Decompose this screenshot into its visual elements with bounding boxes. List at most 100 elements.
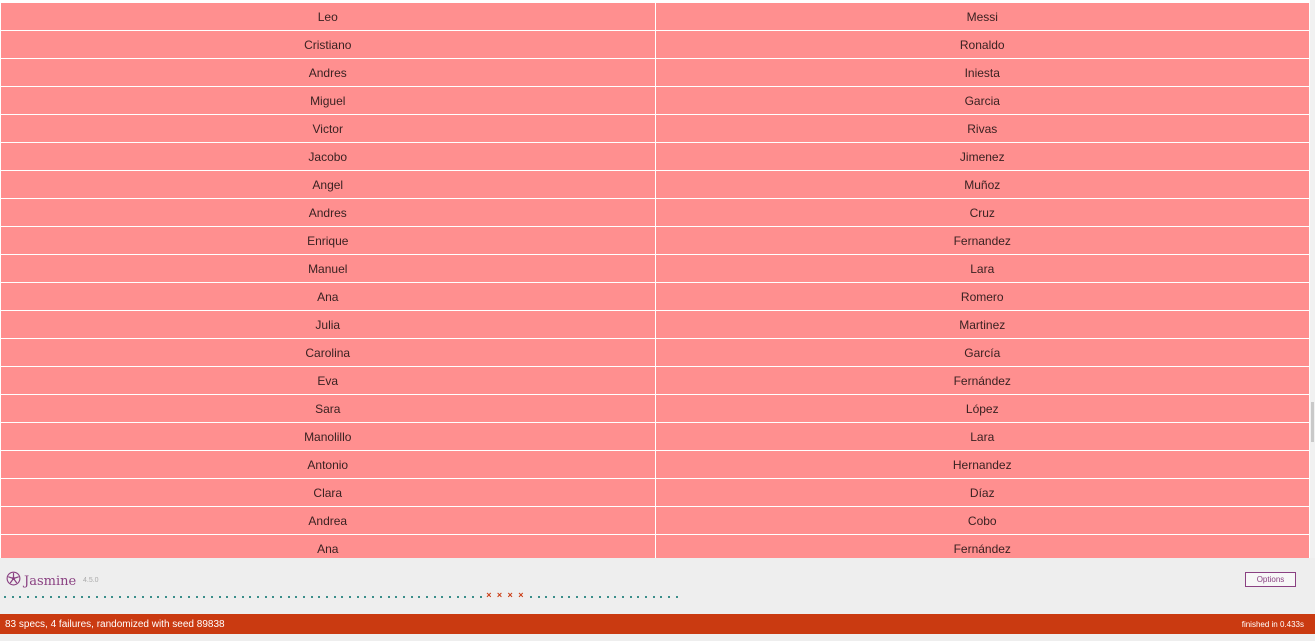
spec-pass-dot[interactable]: [471, 596, 474, 598]
spec-pass-dot[interactable]: [218, 596, 221, 598]
spec-pass-dot[interactable]: [96, 596, 99, 598]
spec-pass-dot[interactable]: [19, 596, 22, 598]
spec-pass-dot[interactable]: [441, 596, 444, 598]
spec-pass-dot[interactable]: [410, 596, 413, 598]
spec-fail-icon[interactable]: ×: [486, 590, 492, 600]
spec-pass-dot[interactable]: [134, 596, 137, 598]
options-button[interactable]: Options: [1245, 572, 1296, 587]
spec-fail-icon[interactable]: ×: [518, 590, 524, 600]
spec-pass-dot[interactable]: [591, 596, 594, 598]
spec-pass-dot[interactable]: [379, 596, 382, 598]
spec-pass-dot[interactable]: [621, 596, 624, 598]
spec-pass-dot[interactable]: [456, 596, 459, 598]
spec-pass-dot[interactable]: [364, 596, 367, 598]
spec-fail-icon[interactable]: ×: [507, 590, 513, 600]
spec-pass-dot[interactable]: [249, 596, 252, 598]
last-name-cell: Martinez: [655, 310, 1309, 339]
spec-pass-dot[interactable]: [479, 596, 482, 598]
spec-pass-dot[interactable]: [652, 596, 655, 598]
spec-pass-dot[interactable]: [241, 596, 244, 598]
spec-pass-dot[interactable]: [395, 596, 398, 598]
spec-pass-dot[interactable]: [180, 596, 183, 598]
scrollbar-thumb[interactable]: [1311, 402, 1314, 442]
spec-pass-dot[interactable]: [119, 596, 122, 598]
spec-pass-dot[interactable]: [111, 596, 114, 598]
spec-pass-dot[interactable]: [341, 596, 344, 598]
spec-pass-dot[interactable]: [667, 596, 670, 598]
spec-pass-dot[interactable]: [402, 596, 405, 598]
last-name-cell: Romero: [655, 282, 1309, 311]
spec-pass-dot[interactable]: [583, 596, 586, 598]
spec-pass-dot[interactable]: [257, 596, 260, 598]
jasmine-title: Jasmine: [24, 573, 77, 589]
spec-pass-dot[interactable]: [73, 596, 76, 598]
spec-pass-dot[interactable]: [280, 596, 283, 598]
spec-pass-dot[interactable]: [226, 596, 229, 598]
spec-pass-dot[interactable]: [545, 596, 548, 598]
spec-pass-dot[interactable]: [80, 596, 83, 598]
spec-pass-dot[interactable]: [448, 596, 451, 598]
vertical-scrollbar[interactable]: [1310, 0, 1315, 558]
spec-pass-dot[interactable]: [157, 596, 160, 598]
spec-pass-dot[interactable]: [126, 596, 129, 598]
spec-pass-dot[interactable]: [27, 596, 29, 598]
results-summary-bar: 83 specs, 4 failures, randomized with se…: [0, 614, 1315, 634]
spec-pass-dot[interactable]: [188, 596, 191, 598]
spec-pass-dot[interactable]: [575, 596, 578, 598]
last-name-cell: García: [655, 338, 1309, 367]
spec-pass-dot[interactable]: [272, 596, 275, 598]
spec-pass-dot[interactable]: [356, 596, 359, 598]
spec-pass-dot[interactable]: [637, 596, 640, 598]
spec-pass-dot[interactable]: [464, 596, 467, 598]
spec-pass-dot[interactable]: [614, 596, 617, 598]
last-name-cell: Jimenez: [655, 142, 1309, 171]
spec-pass-dot[interactable]: [326, 596, 329, 598]
spec-pass-dot[interactable]: [318, 596, 321, 598]
spec-pass-dot[interactable]: [165, 596, 168, 598]
spec-pass-dot[interactable]: [529, 596, 532, 598]
spec-pass-dot[interactable]: [195, 596, 198, 598]
spec-pass-dot[interactable]: [433, 596, 436, 598]
spec-pass-dot[interactable]: [372, 596, 375, 598]
spec-pass-dot[interactable]: [34, 596, 37, 598]
spec-pass-dot[interactable]: [203, 596, 206, 598]
spec-pass-dot[interactable]: [142, 596, 145, 598]
spec-pass-dot[interactable]: [425, 596, 428, 598]
spec-pass-dot[interactable]: [560, 596, 563, 598]
spec-pass-dot[interactable]: [333, 596, 336, 598]
spec-pass-dot[interactable]: [675, 596, 678, 598]
spec-pass-dot[interactable]: [50, 596, 53, 598]
spec-pass-dot[interactable]: [42, 596, 45, 598]
spec-fail-icon[interactable]: ×: [496, 590, 503, 600]
spec-pass-dot[interactable]: [287, 596, 290, 598]
spec-pass-dot[interactable]: [537, 596, 540, 598]
spec-pass-dot[interactable]: [387, 596, 390, 598]
first-name-cell: Andrea: [1, 506, 656, 535]
spec-pass-dot[interactable]: [660, 596, 663, 598]
spec-pass-dot[interactable]: [88, 596, 91, 598]
table-row: Carolina García: [1, 338, 1309, 367]
spec-pass-dot[interactable]: [172, 596, 175, 598]
spec-pass-dot[interactable]: [303, 596, 306, 598]
jasmine-flower-icon: [6, 571, 21, 591]
spec-pass-dot[interactable]: [11, 596, 14, 598]
spec-pass-dot[interactable]: [552, 596, 555, 598]
spec-pass-dot[interactable]: [211, 596, 214, 598]
spec-pass-dot[interactable]: [629, 596, 632, 598]
spec-pass-dot[interactable]: [568, 596, 571, 598]
spec-pass-dot[interactable]: [349, 596, 352, 598]
spec-pass-dot[interactable]: [65, 596, 68, 598]
spec-pass-dot[interactable]: [57, 596, 60, 598]
spec-pass-dot[interactable]: [310, 596, 313, 598]
spec-pass-dot[interactable]: [295, 596, 298, 598]
spec-pass-dot[interactable]: [264, 596, 267, 598]
spec-pass-dot[interactable]: [4, 596, 6, 598]
spec-pass-dot[interactable]: [149, 596, 152, 598]
spec-pass-dot[interactable]: [644, 596, 647, 598]
spec-pass-dot[interactable]: [103, 596, 106, 598]
spec-pass-dot[interactable]: [418, 596, 421, 598]
spec-pass-dot[interactable]: [598, 596, 601, 598]
spec-pass-dot[interactable]: [234, 596, 237, 598]
jasmine-logo: Jasmine: [6, 571, 77, 591]
spec-pass-dot[interactable]: [606, 596, 609, 598]
